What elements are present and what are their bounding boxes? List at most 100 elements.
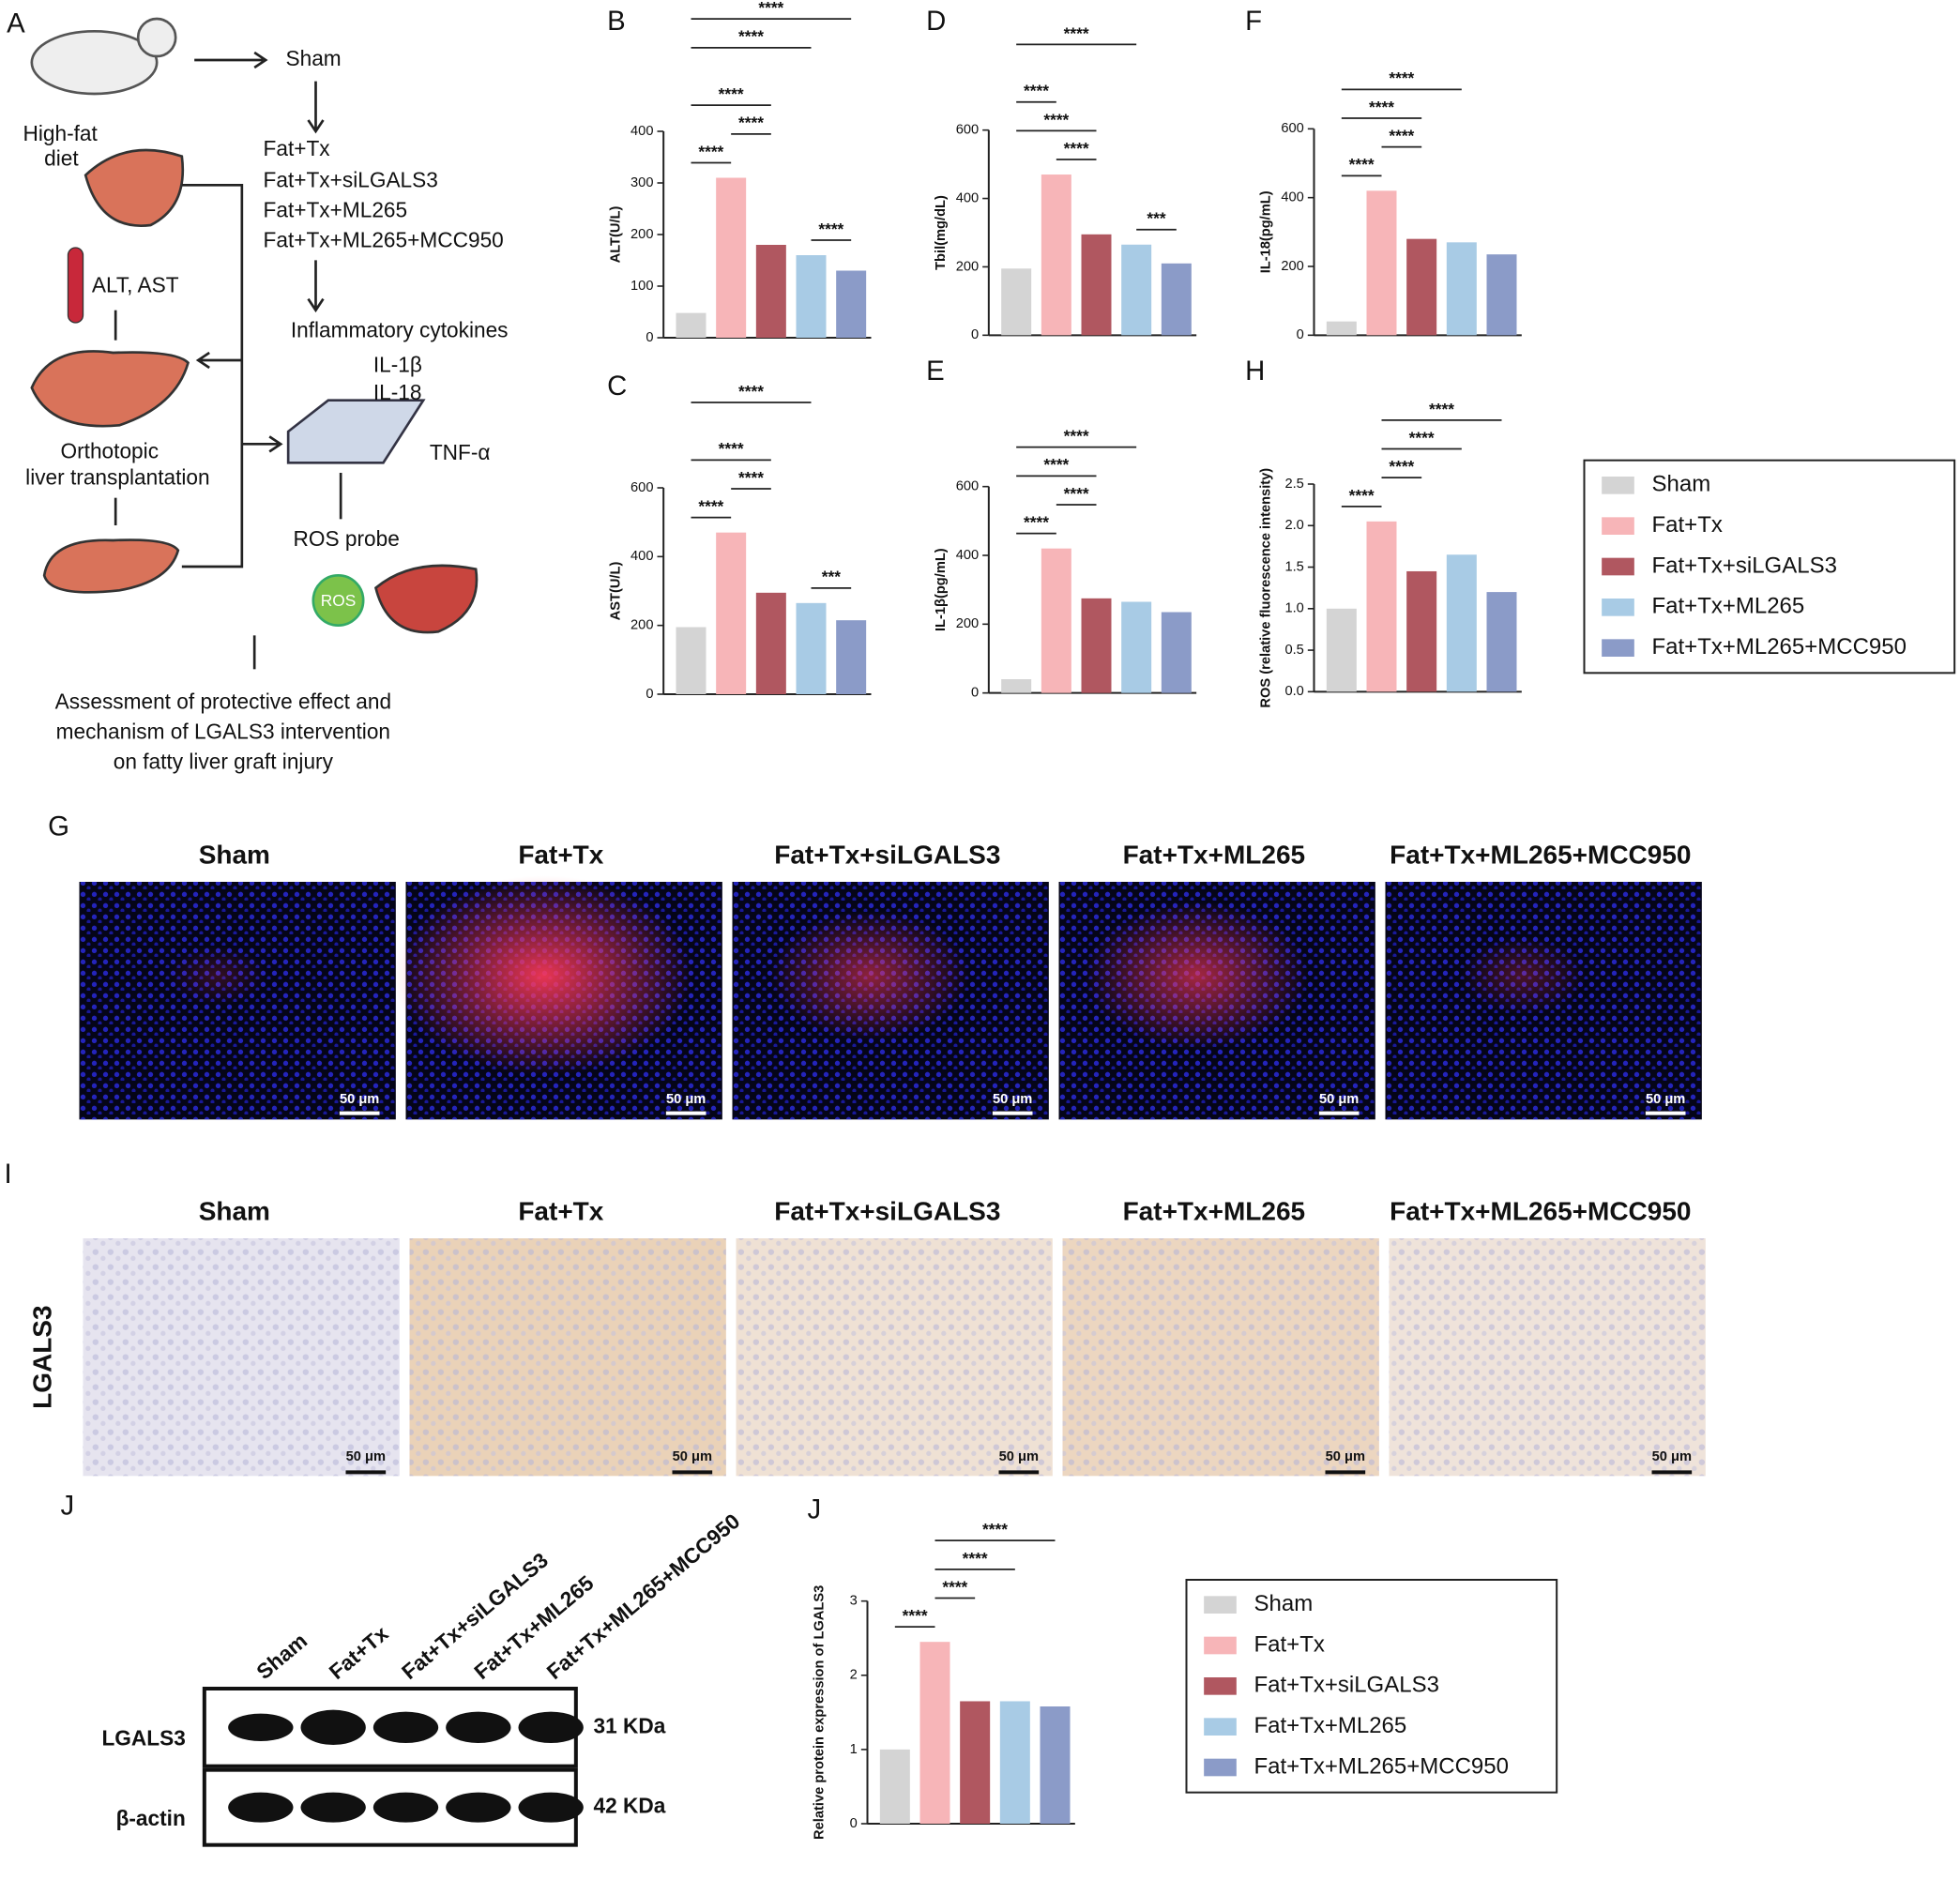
panel-label: D [926, 6, 946, 37]
label: Fat+Tx [264, 136, 331, 160]
legend-label: Sham [1254, 1591, 1314, 1616]
scale-bar-label: 50 μm [340, 1092, 379, 1107]
significance-label: **** [698, 497, 723, 516]
legend-swatch [1602, 639, 1634, 657]
y-tick-label: 400 [1281, 190, 1303, 205]
label: Assessment of protective effect and [55, 689, 392, 713]
label: High-fat [23, 121, 99, 145]
panel-label: E [926, 356, 945, 387]
legend-label: Fat+Tx+ML265 [1652, 594, 1805, 619]
bar [796, 255, 827, 338]
band [372, 1711, 439, 1743]
bar [1366, 190, 1397, 336]
bar [755, 592, 786, 694]
panel-title: Fat+Tx [518, 1197, 603, 1226]
cells [409, 1238, 726, 1477]
legend-label: Fat+Tx+ML265 [1254, 1713, 1407, 1738]
y-tick-label: 200 [631, 618, 653, 633]
significance-label: *** [822, 568, 841, 586]
y-axis-label: AST(U/L) [608, 562, 623, 621]
scale-bar-label: 50 μm [673, 1449, 712, 1464]
y-tick-label: 400 [631, 549, 653, 564]
mouse-icon [30, 29, 159, 96]
liver-icon [42, 538, 180, 594]
label: Inflammatory cytokines [291, 317, 509, 341]
panel-title: Fat+Tx [518, 841, 603, 870]
arrow [195, 351, 242, 370]
bar [1161, 612, 1192, 693]
y-tick-label: 1 [850, 1742, 858, 1757]
y-tick-label: 0 [971, 327, 979, 342]
y-tick-label: 200 [1281, 259, 1303, 274]
significance-label: **** [1369, 98, 1394, 116]
label: ROS [321, 591, 357, 610]
cells [1062, 1238, 1379, 1477]
arrow [194, 51, 268, 69]
lane-label: Fat+Tx [325, 1621, 393, 1685]
legend-label: Fat+Tx+siLGALS3 [1254, 1673, 1439, 1698]
y-tick-label: 0.0 [1284, 684, 1303, 699]
bar [836, 270, 867, 338]
plate-icon [286, 399, 426, 464]
legend-label: Sham [1652, 472, 1711, 497]
panel-title: Sham [199, 1197, 270, 1226]
y-axis-label: Relative protein expression of LGALS3 [813, 1585, 828, 1840]
significance-label: **** [903, 1606, 928, 1625]
y-tick-label: 600 [956, 479, 979, 494]
bar [879, 1749, 910, 1824]
label: Orthotopic [61, 439, 160, 463]
label: liver transplantation [25, 465, 209, 490]
y-tick-label: 400 [956, 548, 979, 563]
significance-label: **** [1389, 457, 1414, 476]
legend-label: Fat+Tx+siLGALS3 [1652, 553, 1837, 578]
significance-label: *** [1147, 209, 1165, 228]
band [446, 1711, 511, 1743]
bar [796, 602, 827, 694]
significance-label: **** [1064, 139, 1089, 158]
legend-swatch [1204, 1636, 1237, 1655]
band [300, 1792, 366, 1823]
bar [960, 1701, 991, 1824]
legend-label: Fat+Tx+ML265+MCC950 [1652, 634, 1907, 659]
y-tick-label: 600 [1281, 121, 1303, 136]
band [228, 1792, 294, 1823]
lane-label: Sham [251, 1629, 311, 1685]
mouse-head [136, 17, 177, 58]
significance-label: **** [1064, 484, 1089, 503]
significance-label: **** [719, 439, 744, 458]
significance-label: **** [758, 0, 783, 17]
bar [1121, 244, 1152, 336]
scale-bar-label: 50 μm [999, 1449, 1039, 1464]
bar [676, 627, 707, 694]
scale-bar-label: 50 μm [346, 1449, 386, 1464]
legend-label: Fat+Tx [1254, 1631, 1325, 1657]
significance-label: **** [818, 220, 843, 238]
bar [1041, 174, 1071, 336]
liver-icon [30, 350, 190, 428]
y-tick-label: 0 [850, 1816, 858, 1831]
scale-bar-label: 50 μm [1326, 1449, 1365, 1464]
y-tick-label: 2.0 [1284, 518, 1303, 533]
y-tick-label: 400 [631, 124, 653, 139]
bar [1161, 263, 1192, 336]
legend-swatch [1204, 1596, 1237, 1614]
legend-box [1583, 459, 1956, 675]
band [300, 1709, 366, 1745]
bar [1366, 521, 1397, 692]
bar [1486, 592, 1517, 692]
legend-swatch [1204, 1758, 1237, 1777]
y-tick-label: 600 [956, 123, 979, 138]
panel-title: Fat+Tx+ML265 [1123, 841, 1306, 870]
label: IL-1β [373, 353, 422, 377]
panel-label: G [48, 811, 69, 841]
bar [1001, 268, 1032, 336]
bar [1121, 601, 1152, 693]
bar [999, 1701, 1030, 1824]
bar [1406, 238, 1437, 336]
label: mechanism of LGALS3 intervention [56, 719, 390, 743]
arrow [181, 184, 244, 568]
panel-label: J [808, 1493, 822, 1524]
y-tick-label: 400 [956, 190, 979, 205]
significance-label: **** [738, 468, 764, 487]
